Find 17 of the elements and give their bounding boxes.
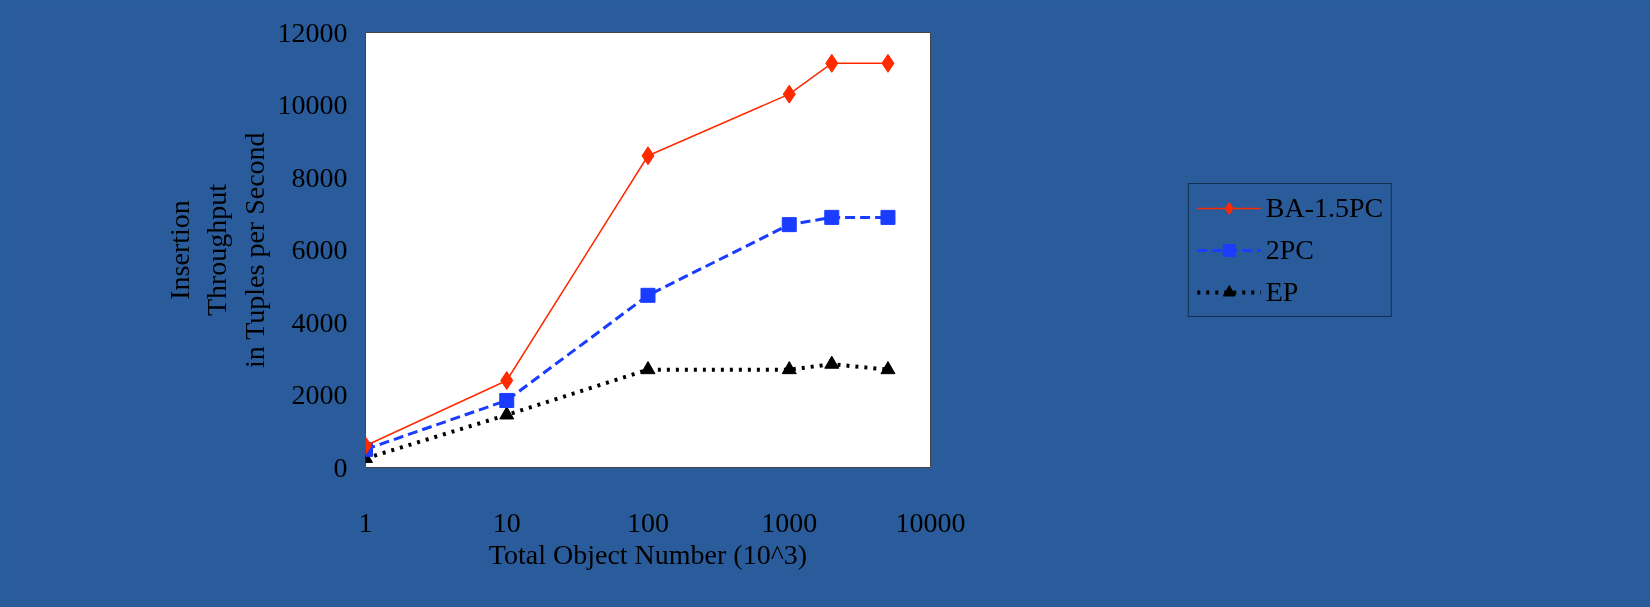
legend-label: 2PC — [1265, 233, 1315, 266]
y-tick-label: 4000 — [291, 306, 348, 338]
x-axis-title: Total Object Number (10^3) — [488, 538, 808, 570]
y-tick-label: 8000 — [291, 161, 348, 193]
x-tick-label: 1 — [358, 506, 373, 538]
x-tick-label: 100 — [627, 506, 669, 538]
y-tick-label: 10000 — [277, 89, 348, 120]
y-tick-label: 0 — [333, 451, 348, 483]
x-tick-label: 10 — [492, 506, 521, 538]
y-tick-label: 6000 — [291, 234, 348, 265]
y-axis-title: Insertion Throughput in Tuples per Second — [164, 132, 270, 369]
legend-label: EP — [1265, 275, 1299, 308]
y-tick-label: 2000 — [291, 379, 348, 410]
legend-label: BA-1.5PC — [1265, 191, 1384, 224]
y-tick-label: 12000 — [277, 16, 348, 48]
x-tick-label: 1000 — [761, 506, 818, 538]
x-tick-label: 10000 — [895, 506, 966, 538]
